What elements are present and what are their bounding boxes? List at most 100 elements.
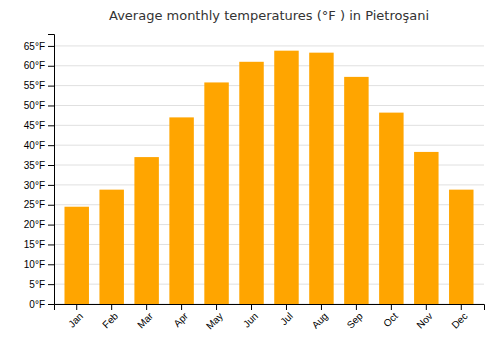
bar bbox=[239, 62, 263, 304]
y-tick: 60°F bbox=[24, 60, 54, 71]
y-tick-mark bbox=[48, 125, 54, 126]
x-tick-mark bbox=[286, 304, 287, 310]
y-tick-label: 20°F bbox=[24, 219, 45, 230]
y-axis-line bbox=[48, 35, 55, 305]
y-tick: 25°F bbox=[24, 199, 54, 210]
x-tick-label: May bbox=[204, 310, 225, 331]
x-tick-label: Jul bbox=[278, 310, 295, 327]
y-tick-label: 15°F bbox=[24, 239, 45, 250]
y-tick: 55°F bbox=[24, 80, 54, 91]
grid-line bbox=[54, 45, 484, 46]
y-tick: 65°F bbox=[24, 41, 54, 52]
y-tick: 20°F bbox=[24, 219, 54, 230]
x-axis: Jan Feb Mar Apr May Jun Jul Aug Sep Oct Nov Dec bbox=[55, 304, 485, 332]
y-tick-label: 0°F bbox=[29, 299, 45, 310]
y-tick-label: 35°F bbox=[24, 160, 45, 171]
x-tick-label: Jun bbox=[241, 310, 260, 329]
x-tick-mark bbox=[181, 304, 182, 310]
y-tick-label: 55°F bbox=[24, 80, 45, 91]
y-tick: 10°F bbox=[24, 259, 54, 270]
y-tick-mark bbox=[48, 86, 54, 87]
y-tick-mark bbox=[48, 66, 54, 67]
bar bbox=[379, 113, 403, 304]
x-tick-label: Nov bbox=[414, 310, 434, 330]
x-tick-mark bbox=[111, 304, 112, 310]
bar bbox=[309, 53, 333, 304]
y-tick-mark bbox=[48, 145, 54, 146]
bar bbox=[99, 190, 123, 304]
bar bbox=[204, 82, 228, 304]
title: Average monthly temperatures (°F ) in Pi… bbox=[109, 8, 429, 23]
x-tick-mark bbox=[321, 304, 322, 310]
y-tick-label: 25°F bbox=[24, 199, 45, 210]
x-tick-mark bbox=[76, 304, 77, 310]
bar bbox=[169, 117, 193, 304]
x-tick-label: Jan bbox=[66, 310, 85, 329]
x-tick-label: Oct bbox=[381, 310, 400, 329]
y-tick-label: 10°F bbox=[24, 259, 45, 270]
y-tick-mark bbox=[48, 105, 54, 106]
grid bbox=[54, 46, 484, 304]
y-tick: 40°F bbox=[24, 140, 54, 151]
grid-line bbox=[54, 125, 484, 126]
x-tick: May bbox=[204, 304, 225, 332]
x-tick-label: Sep bbox=[345, 310, 366, 331]
x-tick-label: Aug bbox=[310, 310, 330, 330]
x-tick: Oct bbox=[381, 304, 400, 329]
bar bbox=[64, 207, 88, 304]
x-tick-mark bbox=[146, 304, 147, 310]
y-tick: 35°F bbox=[24, 160, 54, 171]
grid-line bbox=[54, 85, 484, 86]
x-tick-label: Dec bbox=[449, 310, 469, 330]
bar bbox=[274, 51, 298, 304]
x-tick-label: Feb bbox=[100, 310, 120, 330]
bar bbox=[414, 152, 438, 304]
y-tick-mark bbox=[48, 185, 54, 186]
x-tick: Mar bbox=[135, 304, 155, 330]
x-tick: Nov bbox=[414, 304, 434, 331]
x-tick: Sep bbox=[345, 304, 366, 331]
x-tick: Jun bbox=[241, 304, 260, 330]
y-tick-mark bbox=[48, 244, 54, 245]
y-tick: 45°F bbox=[24, 120, 54, 131]
y-tick: 5°F bbox=[29, 279, 54, 290]
y-tick-label: 40°F bbox=[24, 140, 45, 151]
y-tick-mark bbox=[48, 264, 54, 265]
x-tick-mark bbox=[356, 304, 357, 310]
x-tick-label: Apr bbox=[171, 310, 190, 329]
grid-line bbox=[54, 65, 484, 66]
y-tick: 0°F bbox=[29, 299, 54, 310]
bar bbox=[449, 190, 473, 304]
y-tick-label: 50°F bbox=[24, 100, 45, 111]
x-tick: Aug bbox=[310, 304, 330, 331]
x-tick-mark bbox=[426, 304, 427, 310]
x-tick: Dec bbox=[449, 304, 469, 331]
grid-line bbox=[54, 105, 484, 106]
y-tick-label: 5°F bbox=[29, 279, 45, 290]
y-tick-label: 65°F bbox=[24, 41, 45, 52]
y-tick-mark bbox=[48, 46, 54, 47]
bars bbox=[64, 51, 473, 304]
y-tick: 30°F bbox=[24, 180, 54, 191]
x-tick: Feb bbox=[100, 304, 120, 330]
y-tick-label: 30°F bbox=[24, 180, 45, 191]
plot: 0°F 5°F 10°F 15°F 20°F 25°F 30°F 35°F 40°F 45°F 50… bbox=[24, 35, 485, 332]
y-tick-mark bbox=[48, 225, 54, 226]
y-tick-mark bbox=[48, 284, 54, 285]
y-tick-mark bbox=[48, 165, 54, 166]
x-axis-line bbox=[55, 305, 485, 311]
y-tick-label: 45°F bbox=[24, 120, 45, 131]
y-tick-mark bbox=[48, 304, 54, 305]
bar bbox=[134, 157, 158, 304]
x-tick-mark bbox=[391, 304, 392, 310]
x-tick-label: Mar bbox=[135, 310, 155, 330]
y-axis: 0°F 5°F 10°F 15°F 20°F 25°F 30°F 35°F 40°F 45°F 50… bbox=[24, 35, 55, 310]
x-tick-mark bbox=[461, 304, 462, 310]
y-tick: 50°F bbox=[24, 100, 54, 111]
y-tick: 15°F bbox=[24, 239, 54, 250]
x-tick: Jul bbox=[278, 304, 295, 327]
x-tick: Apr bbox=[171, 304, 190, 329]
bar bbox=[344, 77, 368, 304]
chart: 0°F 5°F 10°F 15°F 20°F 25°F 30°F 35°F 40°F 45°F 50… bbox=[0, 0, 500, 350]
y-tick-label: 60°F bbox=[24, 60, 45, 71]
